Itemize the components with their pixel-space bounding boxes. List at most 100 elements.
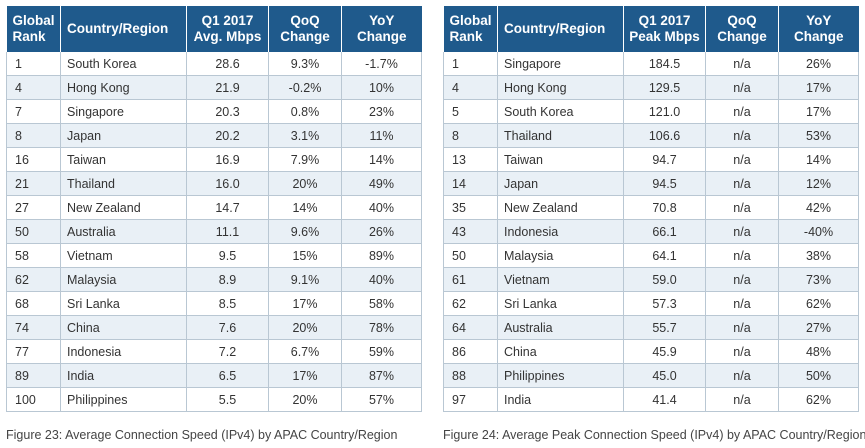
yoy-cell: 23% (341, 99, 422, 124)
yoy-cell: 17% (778, 99, 859, 124)
table-row: 74 China 7.6 20% 78% (6, 315, 422, 340)
mbps-cell: 21.9 (186, 75, 269, 100)
peak-speed-table-body: 1 Singapore 184.5 n/a 26% 4 Hong Kong 129.5 n/a 1… (443, 52, 859, 412)
yoy-cell: 14% (778, 147, 859, 172)
yoy-cell: 38% (778, 243, 859, 268)
qoq-cell: 15% (268, 243, 342, 268)
avg-speed-table-body: 1 South Korea 28.6 9.3% -1.7% 4 Hong Kong 21.9-… (6, 52, 422, 412)
avg-speed-table: Global Rank Country/Region Q1 2017 Avg. Mb… (6, 6, 422, 412)
qoq-cell: 20% (268, 387, 342, 412)
table-row: 4 Hong Kong 21.9 -0.2% 10% (6, 75, 422, 100)
country-cell: Australia (497, 315, 624, 340)
rank-cell: 100 (6, 387, 61, 412)
qoq-cell: n/a (705, 243, 779, 268)
rank-cell: 8 (443, 123, 498, 148)
qoq-cell: n/a (705, 75, 779, 100)
mbps-cell: 64.1 (623, 243, 706, 268)
rank-cell: 62 (6, 267, 61, 292)
rank-cell: 21 (6, 171, 61, 196)
yoy-cell: 73% (778, 267, 859, 292)
rank-cell: 77 (6, 339, 61, 364)
rank-cell: 8 (6, 123, 61, 148)
yoy-cell: 40% (341, 195, 422, 220)
table-row: 4 Hong Kong 129.5 n/a 17% (443, 75, 859, 100)
qoq-cell: 6.7% (268, 339, 342, 364)
rank-cell: 86 (443, 339, 498, 364)
country-cell: New Zealand (60, 195, 187, 220)
country-cell: Singapore (60, 99, 187, 124)
rank-cell: 64 (443, 315, 498, 340)
table-row: 62 Malaysia 8.9 9.1% 40% (6, 267, 422, 292)
country-cell: Hong Kong (497, 75, 624, 100)
table-row: 8 Thailand 106.6 n/a 53% (443, 123, 859, 148)
table-row: 7 Singapore 20.3 0.8% 23% (6, 99, 422, 124)
qoq-cell: n/a (705, 267, 779, 292)
qoq-cell: n/a (705, 291, 779, 316)
table-header-row: Global Rank Country/Region Q1 2017 Peak Mb… (443, 6, 859, 52)
country-cell: Thailand (497, 123, 624, 148)
qoq-change-header: QoQ Change (268, 6, 342, 52)
mbps-cell: 106.6 (623, 123, 706, 148)
yoy-cell: 49% (341, 171, 422, 196)
yoy-cell: 89% (341, 243, 422, 268)
table-row: 61 Vietnam 59.0 n/a 73% (443, 267, 859, 292)
mbps-cell: 6.5 (186, 363, 269, 388)
mbps-cell: 94.7 (623, 147, 706, 172)
avg-mbps-header: Q1 2017 Avg. Mbps (186, 6, 269, 52)
table-row: 1 Singapore 184.5 n/a 26% (443, 52, 859, 76)
qoq-cell: n/a (705, 123, 779, 148)
avg-speed-table-panel: Global Rank Country/Region Q1 2017 Avg. Mb… (6, 6, 422, 412)
peak-speed-table-panel: Global Rank Country/Region Q1 2017 Peak Mb… (443, 6, 859, 412)
yoy-cell: 40% (341, 267, 422, 292)
yoy-cell: 27% (778, 315, 859, 340)
qoq-cell: 9.1% (268, 267, 342, 292)
rank-cell: 50 (6, 219, 61, 244)
country-cell: Australia (60, 219, 187, 244)
qoq-cell: 17% (268, 363, 342, 388)
yoy-cell: 50% (778, 363, 859, 388)
table-row: 1 South Korea 28.6 9.3% -1.7% (6, 52, 422, 76)
yoy-cell: 58% (341, 291, 422, 316)
rank-cell: 1 (443, 52, 498, 76)
qoq-cell: n/a (705, 315, 779, 340)
mbps-cell: 28.6 (186, 52, 269, 76)
country-cell: Sri Lanka (60, 291, 187, 316)
mbps-cell: 16.9 (186, 147, 269, 172)
rank-cell: 61 (443, 267, 498, 292)
country-cell: Indonesia (60, 339, 187, 364)
yoy-cell: -1.7% (341, 52, 422, 76)
rank-cell: 14 (443, 171, 498, 196)
qoq-change-header: QoQ Change (705, 6, 779, 52)
yoy-cell: 78% (341, 315, 422, 340)
table-row: 64 Australia 55.7 n/a 27% (443, 315, 859, 340)
mbps-cell: 59.0 (623, 267, 706, 292)
country-cell: India (497, 387, 624, 412)
mbps-cell: 20.3 (186, 99, 269, 124)
mbps-cell: 55.7 (623, 315, 706, 340)
rank-cell: 13 (443, 147, 498, 172)
rank-cell: 50 (443, 243, 498, 268)
rank-cell: 4 (443, 75, 498, 100)
rank-cell: 4 (6, 75, 61, 100)
yoy-cell: 26% (341, 219, 422, 244)
mbps-cell: 70.8 (623, 195, 706, 220)
yoy-cell: 87% (341, 363, 422, 388)
table-row: 27 New Zealand 14.7 14% 40% (6, 195, 422, 220)
rank-cell: 97 (443, 387, 498, 412)
figure-24-caption: Figure 24: Average Peak Connection Speed… (443, 428, 865, 442)
table-row: 43 Indonesia 66.1 n/a -40% (443, 219, 859, 244)
country-cell: China (60, 315, 187, 340)
mbps-cell: 45.0 (623, 363, 706, 388)
mbps-cell: 14.7 (186, 195, 269, 220)
yoy-cell: 42% (778, 195, 859, 220)
yoy-change-header: YoY Change (778, 6, 859, 52)
mbps-cell: 121.0 (623, 99, 706, 124)
yoy-cell: 26% (778, 52, 859, 76)
qoq-cell: n/a (705, 363, 779, 388)
table-row: 58 Vietnam 9.5 15% 89% (6, 243, 422, 268)
table-row: 50 Australia 11.1 9.6% 26% (6, 219, 422, 244)
mbps-cell: 20.2 (186, 123, 269, 148)
yoy-cell: 17% (778, 75, 859, 100)
qoq-cell: 20% (268, 171, 342, 196)
mbps-cell: 5.5 (186, 387, 269, 412)
